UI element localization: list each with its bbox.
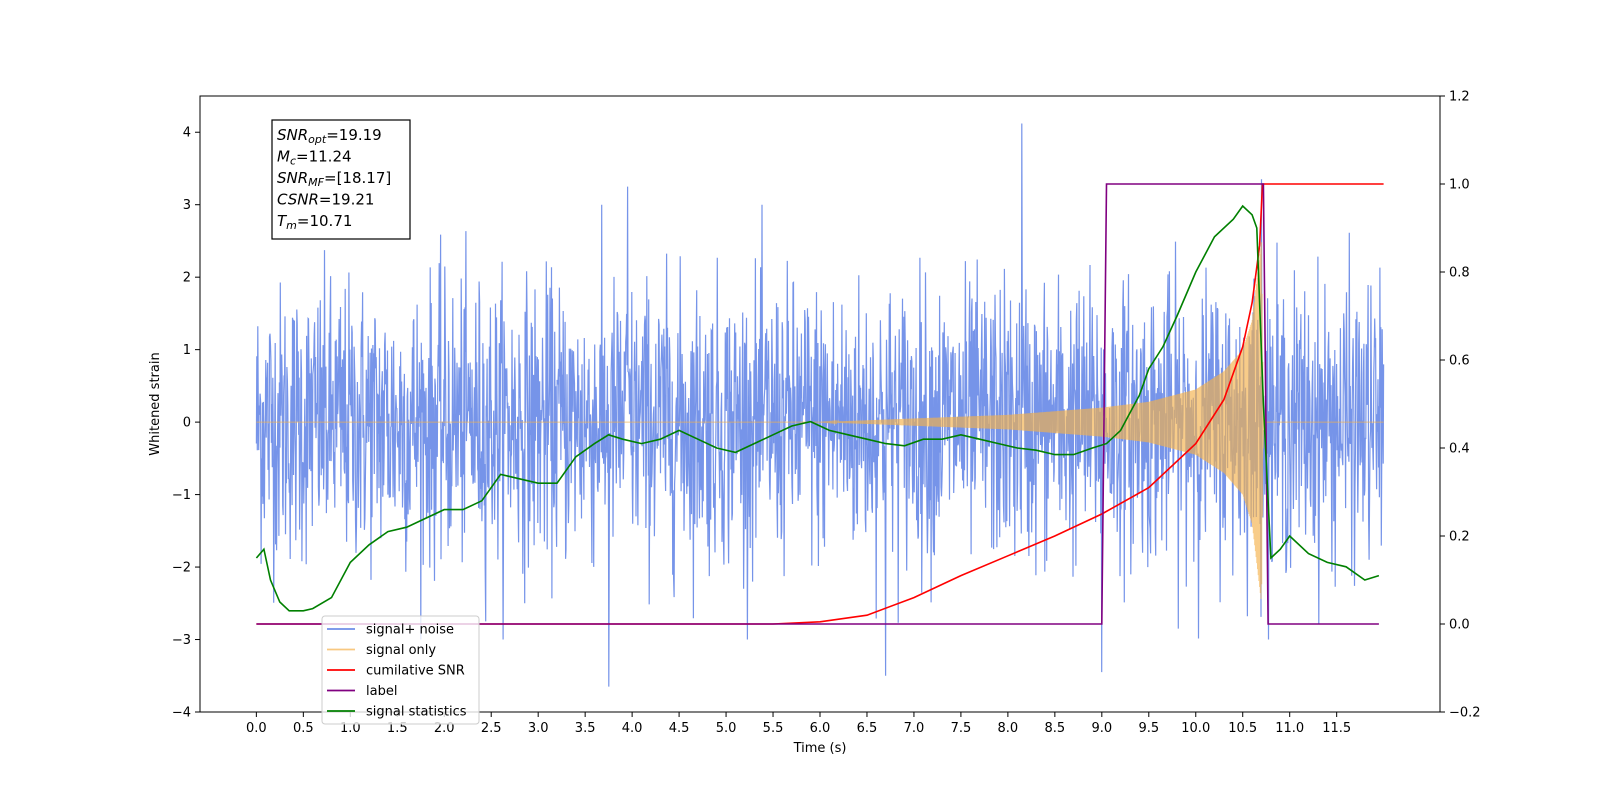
x-tick-label: 5.5 xyxy=(763,721,784,736)
legend-label: signal statistics xyxy=(366,705,467,720)
x-tick-label: 0.5 xyxy=(293,721,314,736)
y2-tick-label: 1.2 xyxy=(1449,90,1470,105)
x-tick-label: 11.5 xyxy=(1322,721,1351,736)
y-tick-label: 3 xyxy=(183,198,191,213)
info-line: Mc=11.24 xyxy=(277,148,352,168)
y2-tick-label: 0.4 xyxy=(1449,442,1470,457)
x-tick-label: 4.5 xyxy=(669,721,690,736)
x-tick-label: 6.5 xyxy=(857,721,878,736)
y-tick-label: −2 xyxy=(172,561,191,576)
info-box-frame xyxy=(271,119,411,240)
series-label-line xyxy=(256,183,1379,625)
x-tick-label: 1.0 xyxy=(340,721,361,736)
y-axis-left: 4 3 2 1 0 −1 −2 −3 −4 xyxy=(172,126,200,721)
y2-tick-label: 0.0 xyxy=(1449,618,1470,633)
x-tick-label: 5.0 xyxy=(716,721,737,736)
x-tick-label: 10.5 xyxy=(1228,721,1257,736)
x-tick-label: 10.0 xyxy=(1181,721,1210,736)
y-tick-label: 1 xyxy=(183,343,191,358)
y-tick-label: −3 xyxy=(172,633,191,648)
x-tick-label: 9.5 xyxy=(1138,721,1159,736)
x-axis: 0.0 0.5 1.0 1.5 2.0 2.5 3.0 3.5 4.0 4.5 5.0 5.5 6.0 6… xyxy=(246,712,1351,736)
x-axis-label: Time (s) xyxy=(793,741,847,756)
series-signal-noise-line xyxy=(255,123,1385,687)
y-tick-label: −4 xyxy=(172,706,191,721)
series-signal-only-line xyxy=(256,242,1384,600)
x-tick-label: 2.0 xyxy=(434,721,455,736)
y2-tick-label: 0.2 xyxy=(1449,530,1470,545)
series-cumulative-snr-line xyxy=(256,183,1384,625)
x-tick-label: 3.0 xyxy=(528,721,549,736)
info-line: SNRMF=[18.17] xyxy=(277,169,391,189)
x-tick-label: 0.0 xyxy=(246,721,267,736)
y2-tick-label: 0.6 xyxy=(1449,354,1470,369)
x-tick-label: 9.0 xyxy=(1091,721,1112,736)
x-tick-label: 7.0 xyxy=(904,721,925,736)
legend: signal+ noise signal only cumilative SNR la… xyxy=(321,615,480,725)
legend-frame xyxy=(321,615,480,725)
x-tick-label: 1.5 xyxy=(387,721,408,736)
x-tick-label: 6.0 xyxy=(810,721,831,736)
y-axis-right: 1.2 1.0 0.8 0.6 0.4 0.2 0.0 −0.2 xyxy=(1440,90,1481,721)
y-tick-label: −1 xyxy=(172,488,191,503)
x-tick-label: 8.0 xyxy=(998,721,1019,736)
series-signal-statistics-line xyxy=(255,204,1380,612)
legend-label: signal only xyxy=(366,643,436,658)
x-tick-label: 2.5 xyxy=(481,721,502,736)
x-tick-label: 7.5 xyxy=(951,721,972,736)
legend-label: signal+ noise xyxy=(366,623,454,638)
info-line: CSNR=19.21 xyxy=(277,191,374,209)
x-tick-label: 11.0 xyxy=(1275,721,1304,736)
info-line: SNRopt=19.19 xyxy=(277,126,382,146)
legend-label: cumilative SNR xyxy=(366,664,465,679)
x-tick-label: 8.5 xyxy=(1045,721,1066,736)
x-tick-label: 4.0 xyxy=(622,721,643,736)
x-tick-label: 3.5 xyxy=(575,721,596,736)
y2-tick-label: 0.8 xyxy=(1449,266,1470,281)
series-layer xyxy=(255,123,1385,687)
y-tick-label: 0 xyxy=(183,416,191,431)
y2-tick-label: 1.0 xyxy=(1449,178,1470,193)
y-tick-label: 2 xyxy=(183,271,191,286)
y2-tick-label: −0.2 xyxy=(1449,706,1481,721)
y-tick-label: 4 xyxy=(183,126,191,141)
y-axis-label: Whitened strain xyxy=(148,352,163,455)
legend-label: label xyxy=(366,684,397,699)
info-line: Tm=10.71 xyxy=(277,212,352,232)
